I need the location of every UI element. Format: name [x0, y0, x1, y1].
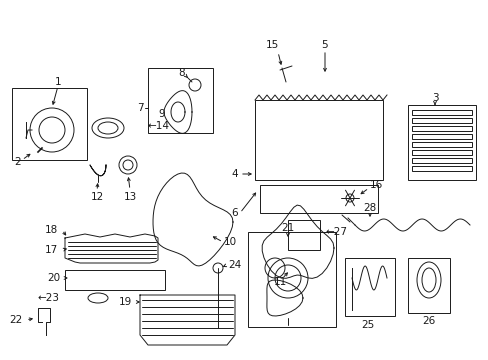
Bar	[411, 166, 471, 171]
Text: 18: 18	[45, 225, 58, 235]
Bar	[411, 134, 471, 139]
Text: 16: 16	[369, 180, 383, 190]
Bar	[12, 88, 87, 160]
Text: 13: 13	[123, 192, 136, 202]
Text: 7: 7	[137, 103, 143, 113]
Bar	[411, 110, 471, 115]
Text: 12: 12	[90, 192, 103, 202]
Text: 8: 8	[178, 68, 185, 78]
Text: 6: 6	[231, 208, 238, 218]
Bar	[411, 142, 471, 147]
Text: 1: 1	[55, 77, 61, 87]
Text: 4: 4	[231, 169, 238, 179]
Bar	[254, 100, 382, 180]
Text: 2: 2	[15, 157, 21, 167]
Text: ←27: ←27	[325, 227, 346, 237]
Text: 22: 22	[9, 315, 22, 325]
Text: 17: 17	[45, 245, 58, 255]
Bar	[411, 126, 471, 131]
Text: 10: 10	[224, 237, 237, 247]
Bar	[407, 258, 449, 313]
Text: ←14: ←14	[148, 121, 170, 131]
Bar	[247, 232, 335, 327]
Text: 19: 19	[119, 297, 132, 307]
Text: 3: 3	[431, 93, 437, 103]
Bar	[260, 185, 377, 213]
Bar	[65, 270, 164, 290]
Text: 9: 9	[159, 109, 165, 119]
Text: 26: 26	[422, 316, 435, 326]
Text: 24: 24	[227, 260, 241, 270]
Text: 15: 15	[265, 40, 278, 50]
Bar	[287, 220, 319, 250]
Bar	[407, 105, 475, 180]
Text: 20: 20	[47, 273, 60, 283]
Text: 11: 11	[273, 277, 286, 287]
Text: 25: 25	[361, 320, 374, 330]
Bar	[411, 158, 471, 163]
Text: ←23: ←23	[38, 293, 60, 303]
Bar	[411, 150, 471, 155]
Text: 5: 5	[321, 40, 327, 50]
Text: 21: 21	[281, 223, 294, 233]
Bar	[345, 258, 394, 316]
Bar	[411, 118, 471, 123]
Bar	[148, 68, 213, 133]
Text: 28: 28	[363, 203, 376, 213]
